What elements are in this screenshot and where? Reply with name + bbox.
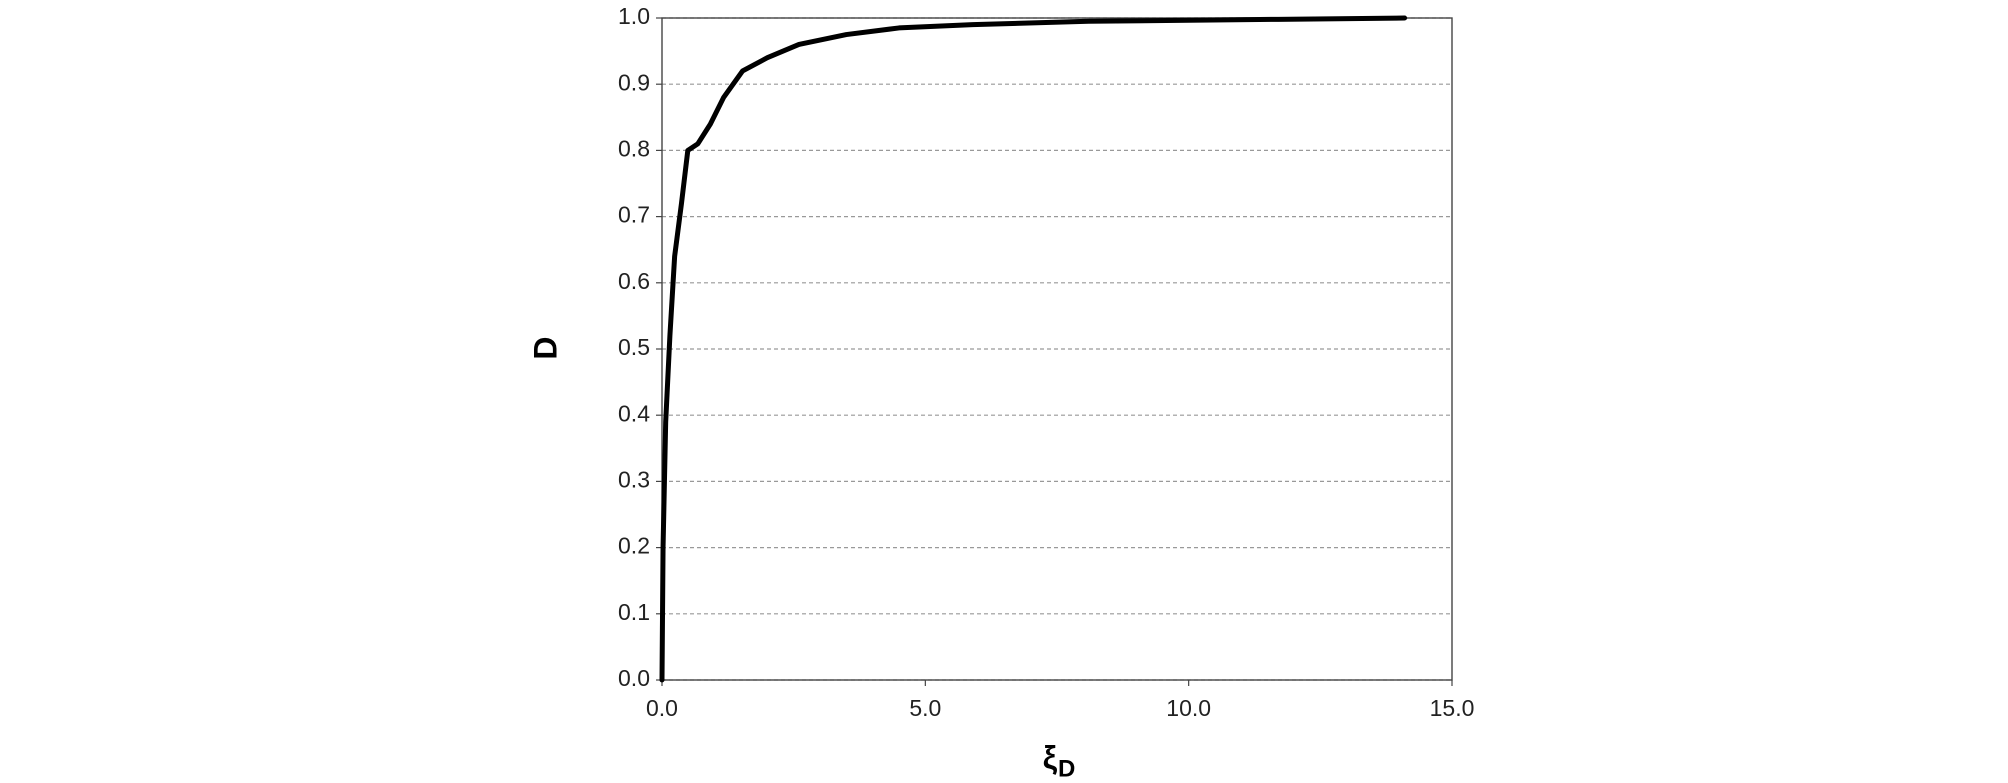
y-tick-label: 0.6 [618,268,650,294]
y-tick-label: 0.1 [618,599,650,625]
x-tick-label: 10.0 [1166,695,1211,721]
y-tick-label: 0.5 [618,334,650,360]
x-tick-label: 5.0 [909,695,941,721]
y-tick-label: 0.4 [618,400,650,426]
y-tick-label: 0.2 [618,533,650,559]
y-axis-title: D [527,336,563,359]
x-tick-label: 0.0 [646,695,678,721]
data-line [659,15,1408,683]
y-tick-label: 0.9 [618,69,650,95]
y-tick-label: 1.0 [618,3,650,29]
y-tick-label: 0.7 [618,202,650,228]
x-tick-label: 15.0 [1430,695,1475,721]
y-tick-label: 0.3 [618,466,650,492]
plot-frame [661,17,1453,681]
y-tick-label: 0.0 [618,665,650,691]
x-axis-title: ξ [1043,739,1058,775]
y-tick-label: 0.8 [618,135,650,161]
x-axis-title-subscript: D [1058,755,1075,782]
